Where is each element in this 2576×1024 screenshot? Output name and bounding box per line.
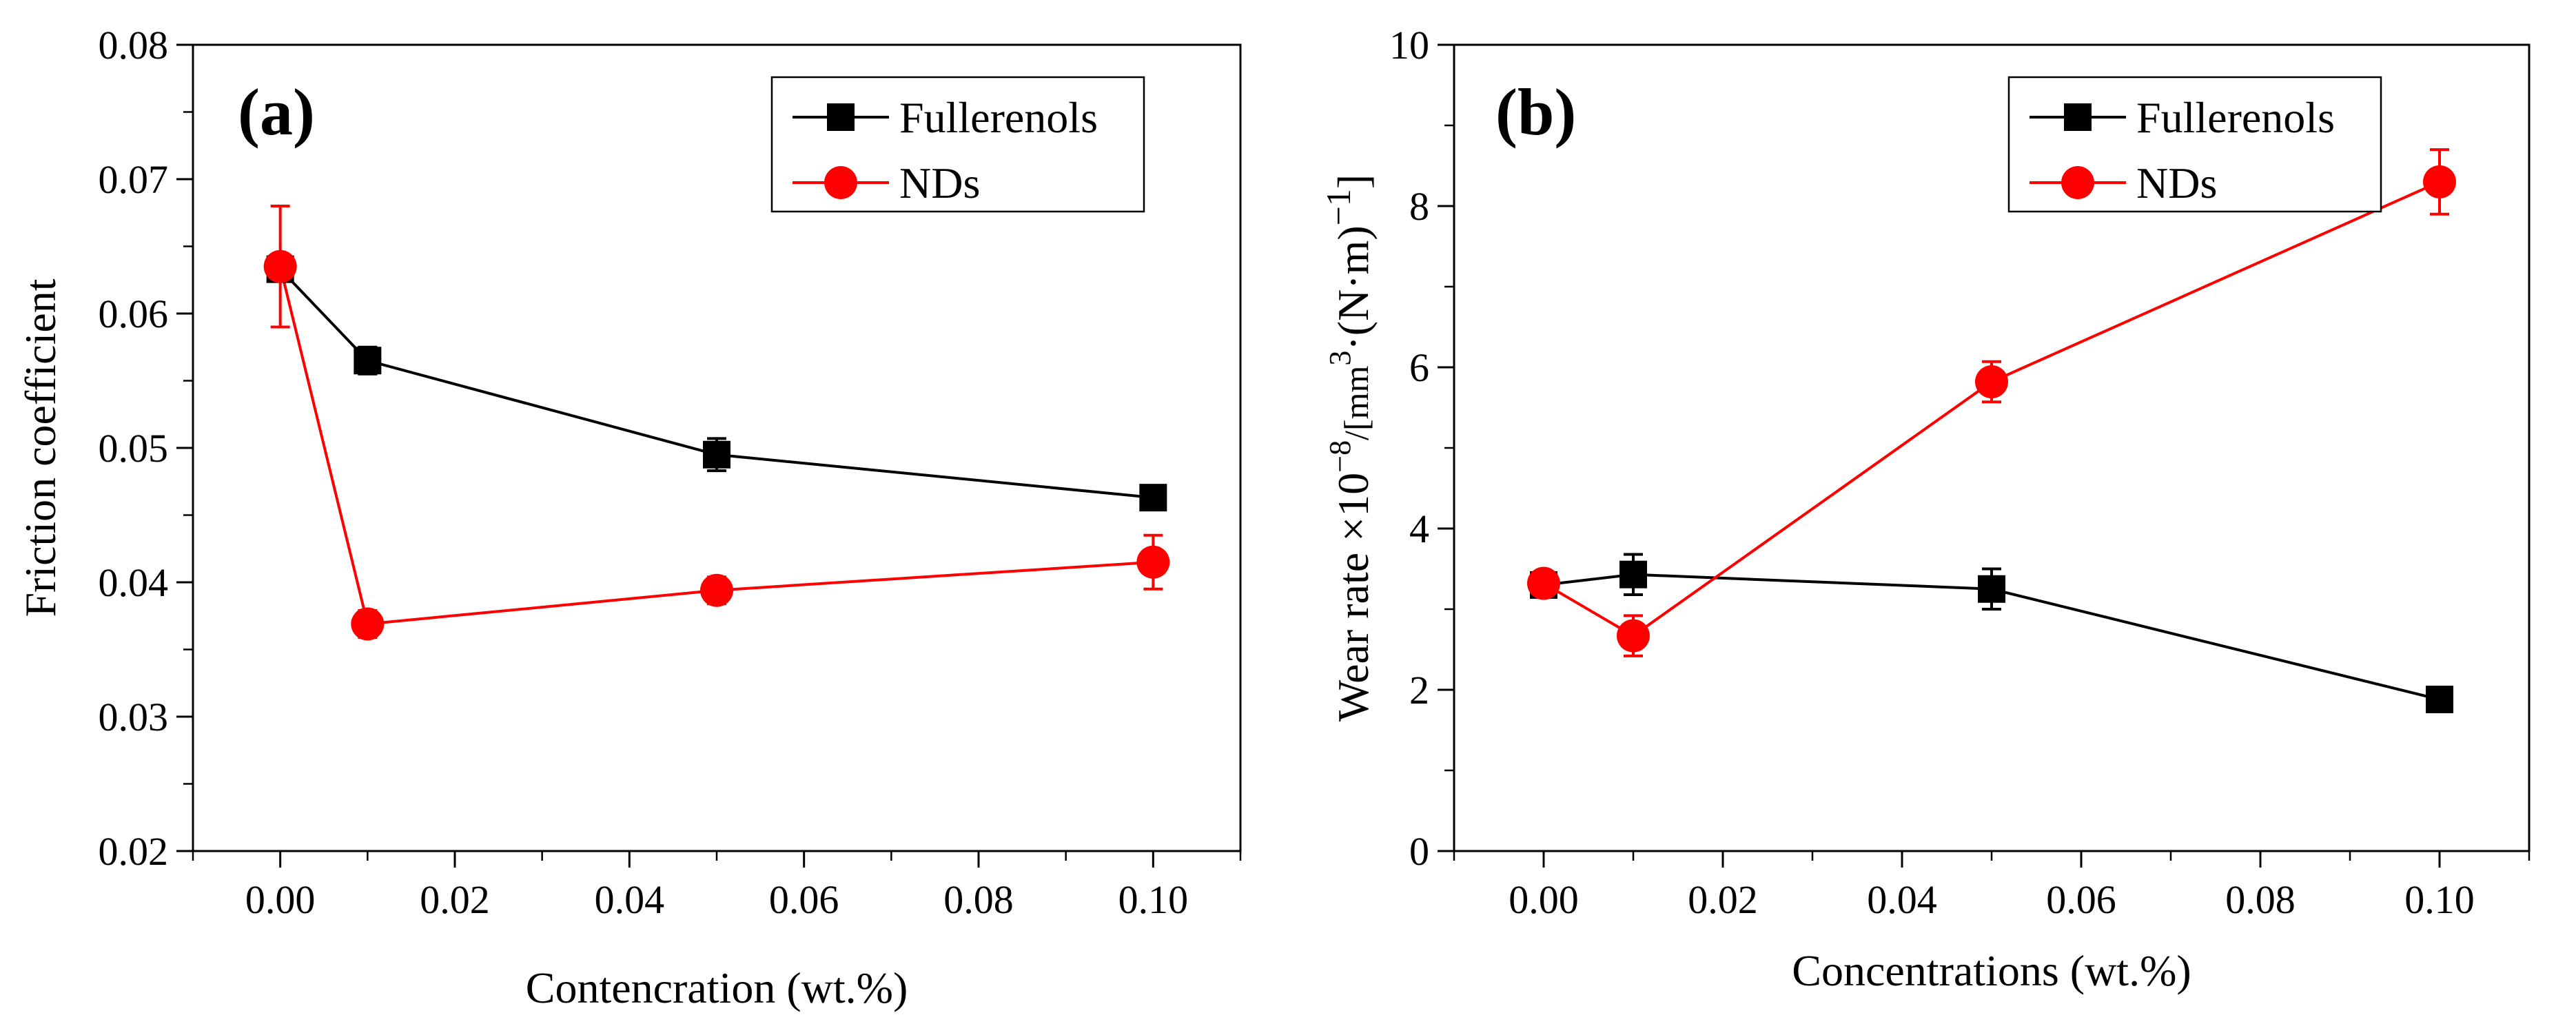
series-layer bbox=[1527, 148, 2456, 714]
x-tick-label: 0.00 bbox=[245, 877, 316, 922]
y-tick-label: 0 bbox=[1409, 829, 1429, 874]
y-tick-label: 8 bbox=[1409, 184, 1429, 229]
tick-labels: 0.00 0.02 0.04 0.06 0.08 0.10 0 2 4 6 8 10 bbox=[1389, 23, 2475, 922]
legend-marker-square bbox=[2064, 103, 2092, 131]
legend-label: Fullerenols bbox=[899, 93, 1098, 142]
legend-entry-nds: NDs bbox=[793, 158, 980, 207]
x-axis-title: Contencration (wt.%) bbox=[526, 963, 908, 1012]
y-tick-label: 4 bbox=[1409, 506, 1429, 551]
legend-label: NDs bbox=[899, 158, 980, 207]
y-tick-label: 6 bbox=[1409, 345, 1429, 390]
y-tick-label: 0.08 bbox=[99, 23, 169, 68]
y-axis-title-rest2: ·(N·m) bbox=[1329, 225, 1378, 350]
x-axis-title: Concentrations (wt.%) bbox=[1792, 946, 2191, 995]
legend-entry-fullerenols: Fullerenols bbox=[2030, 93, 2335, 142]
x-tick-label: 0.00 bbox=[1509, 877, 1579, 922]
x-tick-label: 0.02 bbox=[420, 877, 490, 922]
data-point-circle bbox=[1527, 566, 1560, 600]
data-point-square bbox=[2426, 686, 2453, 714]
data-point-square bbox=[703, 440, 730, 469]
x-tick-label: 0.08 bbox=[2225, 877, 2296, 922]
y-tick-label: 2 bbox=[1409, 668, 1429, 713]
y-axis-title-end: ] bbox=[1329, 174, 1378, 189]
data-point-circle bbox=[1975, 365, 2008, 399]
series-layer bbox=[263, 205, 1170, 641]
y-tick-label: 0.06 bbox=[99, 291, 169, 336]
x-tick-label: 0.08 bbox=[943, 877, 1014, 922]
y-axis-title: Friction coefficient bbox=[16, 278, 65, 617]
data-point-circle bbox=[700, 573, 733, 607]
x-tick-label: 0.10 bbox=[1118, 877, 1189, 922]
legend-marker-circle bbox=[824, 166, 857, 199]
legend-entry-fullerenols: Fullerenols bbox=[793, 93, 1098, 142]
legend-marker-circle bbox=[2061, 166, 2094, 199]
data-point-circle bbox=[1136, 545, 1170, 579]
ticks bbox=[1438, 43, 2531, 868]
panel-label: (a) bbox=[238, 75, 315, 149]
series-line bbox=[1542, 181, 2440, 637]
x-tick-label: 0.10 bbox=[2404, 877, 2475, 922]
y-axis-title: Wear rate ×10−8/[mm3·(N·m)−1] bbox=[1319, 174, 1378, 721]
y-tick-label: 0.02 bbox=[99, 829, 169, 874]
legend-marker-square bbox=[827, 103, 855, 131]
x-tick-label: 0.02 bbox=[1688, 877, 1758, 922]
data-point-circle bbox=[2423, 165, 2456, 198]
data-point-square bbox=[1619, 560, 1647, 588]
series-line bbox=[279, 268, 1154, 500]
legend-label: NDs bbox=[2136, 158, 2217, 207]
y-axis-title-exp3: −1 bbox=[1319, 189, 1358, 225]
series-line bbox=[1543, 573, 2440, 701]
ticks bbox=[176, 43, 1242, 868]
y-tick-label: 0.04 bbox=[99, 560, 169, 605]
y-axis-title-exp: −8 bbox=[1323, 440, 1357, 473]
panel-label: (b) bbox=[1495, 75, 1576, 149]
y-axis-title-rest: /[mm bbox=[1337, 365, 1376, 440]
tick-labels: 0.00 0.02 0.04 0.06 0.08 0.10 0.02 0.03 0.04 0.05… bbox=[99, 23, 1189, 922]
y-tick-label: 0.07 bbox=[99, 157, 169, 202]
legend: Fullerenols NDs bbox=[2007, 76, 2382, 213]
data-point-circle bbox=[263, 249, 297, 283]
data-point-circle bbox=[1617, 619, 1650, 653]
y-axis-title-main: Wear rate ×10 bbox=[1329, 473, 1378, 721]
data-point-circle bbox=[351, 607, 385, 641]
y-tick-label: 0.05 bbox=[99, 426, 169, 471]
data-point-square bbox=[1139, 484, 1167, 512]
y-tick-label: 0.03 bbox=[99, 695, 169, 739]
x-tick-label: 0.04 bbox=[595, 877, 665, 922]
legend-entry-nds: NDs bbox=[2030, 158, 2217, 207]
x-tick-label: 0.04 bbox=[1867, 877, 1937, 922]
y-axis-title-exp2: 3 bbox=[1323, 351, 1357, 366]
series-line bbox=[278, 266, 1154, 626]
chart-panel-b: 0.00 0.02 0.04 0.06 0.08 0.10 0 2 4 6 8 10 (b) Full… bbox=[1319, 23, 2531, 995]
y-tick-label: 10 bbox=[1389, 23, 1429, 68]
data-point-square bbox=[354, 347, 382, 375]
legend: Fullerenols NDs bbox=[770, 76, 1145, 213]
chart-panel-a: 0.00 0.02 0.04 0.06 0.08 0.10 0.02 0.03 0.04 0.05… bbox=[16, 23, 1242, 1012]
x-tick-label: 0.06 bbox=[2046, 877, 2116, 922]
legend-label: Fullerenols bbox=[2136, 93, 2335, 142]
x-tick-label: 0.06 bbox=[769, 877, 839, 922]
data-point-square bbox=[1978, 575, 2005, 603]
